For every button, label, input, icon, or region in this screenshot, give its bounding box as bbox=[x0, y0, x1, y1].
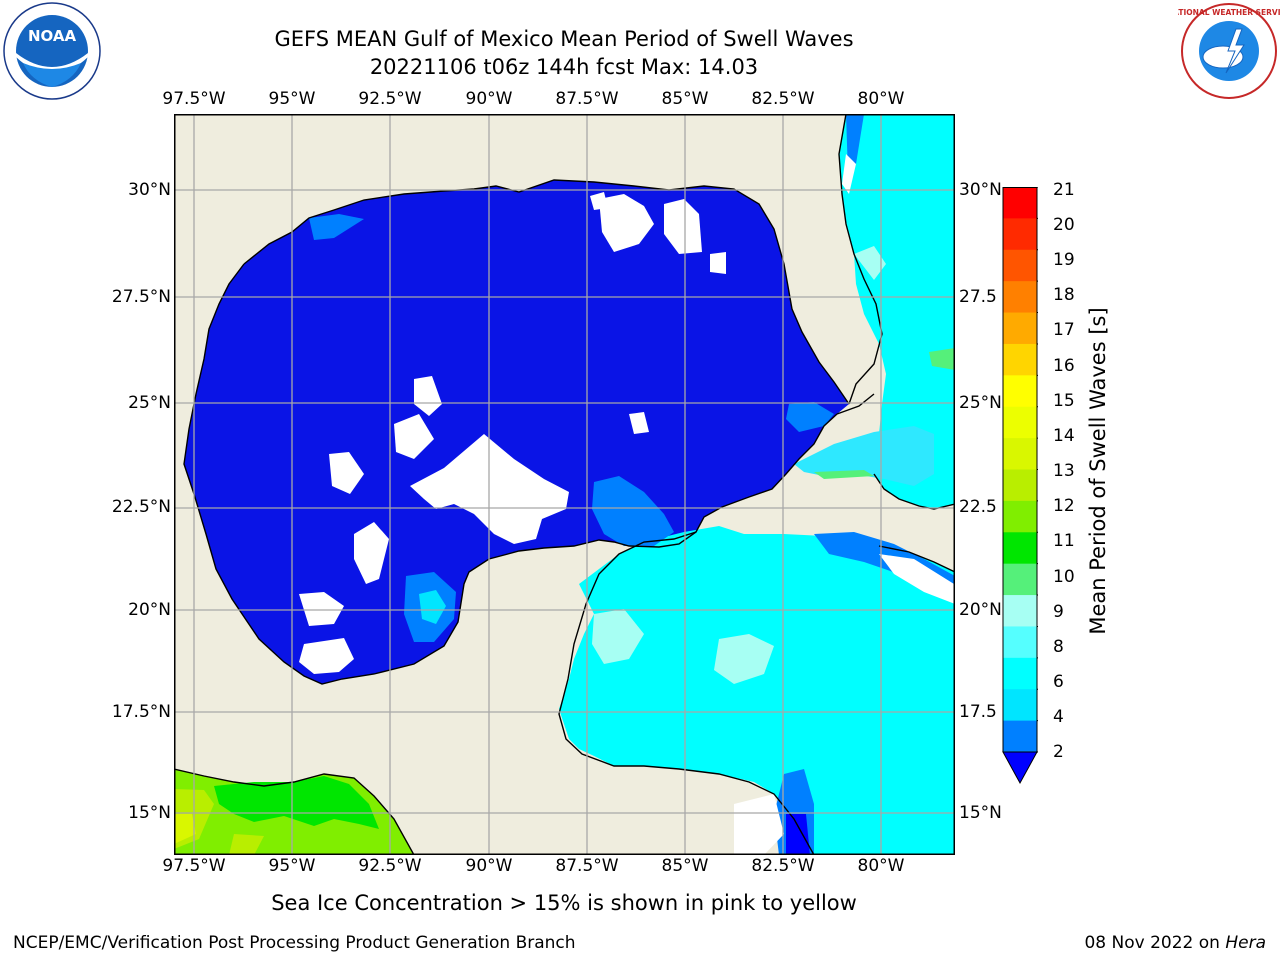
colorbar-tick: 8 bbox=[1053, 637, 1064, 657]
colorbar-tick: 17 bbox=[1053, 320, 1075, 340]
colorbar-tick: 2 bbox=[1053, 742, 1064, 762]
caribbean-sea bbox=[559, 526, 955, 855]
gulf-of-mexico bbox=[184, 180, 849, 684]
colorbar-tick: 19 bbox=[1053, 250, 1075, 270]
straits-of-florida bbox=[794, 426, 934, 486]
lon-label: 97.5°W bbox=[162, 89, 226, 109]
lat-label: 20°N bbox=[959, 600, 1002, 620]
colorbar-segment bbox=[1003, 249, 1037, 282]
lon-label: 85°W bbox=[661, 856, 709, 876]
nws-logo: NATIONAL WEATHER SERVICE bbox=[1167, 1, 1280, 105]
lon-label: 80°W bbox=[857, 89, 905, 109]
colorbar-segment bbox=[1003, 218, 1037, 251]
colorbar-segment bbox=[1003, 500, 1037, 533]
footer-credit: NCEP/EMC/Verification Post Processing Pr… bbox=[13, 933, 576, 953]
lon-label: 95°W bbox=[268, 856, 316, 876]
colorbar-title: Mean Period of Swell Waves [s] bbox=[1086, 307, 1110, 635]
lat-label: 15°N bbox=[128, 803, 171, 823]
colorbar-tick: 20 bbox=[1053, 215, 1075, 235]
lon-label: 82.5°W bbox=[751, 89, 815, 109]
colorbar-segment bbox=[1003, 720, 1037, 753]
colorbar-segment bbox=[1003, 563, 1037, 596]
lon-label: 82.5°W bbox=[751, 856, 815, 876]
lat-label: 30°N bbox=[959, 180, 1002, 200]
lon-label: 92.5°W bbox=[358, 856, 422, 876]
colorbar-tick: 16 bbox=[1053, 356, 1075, 376]
colorbar-tick: 4 bbox=[1053, 707, 1064, 727]
colorbar-tick: 15 bbox=[1053, 391, 1075, 411]
lat-label: 30°N bbox=[128, 180, 171, 200]
lon-label: 80°W bbox=[857, 856, 905, 876]
colorbar-tick: 14 bbox=[1053, 426, 1075, 446]
lon-label: 87.5°W bbox=[555, 89, 619, 109]
colorbar-tick: 6 bbox=[1053, 672, 1064, 692]
noaa-logo: NOAA bbox=[1, 1, 103, 105]
lon-label: 97.5°W bbox=[162, 856, 226, 876]
footer-date: 08 Nov 2022 on Hera bbox=[1084, 933, 1266, 953]
lon-label: 90°W bbox=[465, 89, 513, 109]
colorbar-segment bbox=[1003, 406, 1037, 439]
colorbar-tick: 12 bbox=[1053, 496, 1075, 516]
lon-label: 87.5°W bbox=[555, 856, 619, 876]
atlantic-ocean bbox=[839, 114, 955, 509]
colorbar-tick: 13 bbox=[1053, 461, 1075, 481]
colorbar-segment bbox=[1003, 187, 1037, 219]
colorbar-segment bbox=[1003, 281, 1037, 314]
colorbar-tick: 21 bbox=[1053, 180, 1075, 200]
svg-text:NATIONAL WEATHER SERVICE: NATIONAL WEATHER SERVICE bbox=[1178, 8, 1280, 17]
colorbar-tick: 10 bbox=[1053, 567, 1075, 587]
colorbar-segment bbox=[1003, 689, 1037, 722]
colorbar-segment bbox=[1003, 469, 1037, 502]
colorbar-extend-triangle bbox=[1002, 751, 1038, 785]
svg-text:NOAA: NOAA bbox=[28, 27, 77, 45]
lat-label: 15°N bbox=[959, 803, 1002, 823]
colorbar-segment bbox=[1003, 343, 1037, 376]
colorbar-segment bbox=[1003, 657, 1037, 690]
colorbar-segment bbox=[1003, 595, 1037, 627]
lat-label: 22.5°N bbox=[111, 497, 171, 517]
sea-ice-note: Sea Ice Concentration > 15% is shown in … bbox=[271, 891, 857, 915]
map-panel bbox=[174, 114, 955, 855]
colorbar-segment bbox=[1003, 532, 1037, 565]
map-title: GEFS MEAN Gulf of Mexico Mean Period of … bbox=[274, 27, 854, 51]
colorbar-segment bbox=[1003, 375, 1037, 408]
lon-label: 92.5°W bbox=[358, 89, 422, 109]
lat-label: 20°N bbox=[128, 600, 171, 620]
lon-label: 95°W bbox=[268, 89, 316, 109]
colorbar-segment bbox=[1003, 438, 1037, 470]
lat-label: 17.5°N bbox=[111, 702, 171, 722]
lat-label: 27.5 bbox=[959, 287, 997, 307]
colorbar-tick: 9 bbox=[1053, 602, 1064, 622]
colorbar bbox=[1002, 187, 1038, 785]
lat-label: 17.5 bbox=[959, 702, 997, 722]
lat-label: 25°N bbox=[959, 393, 1002, 413]
lat-label: 22.5 bbox=[959, 497, 997, 517]
lon-label: 85°W bbox=[661, 89, 709, 109]
colorbar-tick: 18 bbox=[1053, 285, 1075, 305]
lon-label: 90°W bbox=[465, 856, 513, 876]
lat-label: 27.5°N bbox=[111, 287, 171, 307]
colorbar-segment bbox=[1003, 312, 1037, 345]
colorbar-segment bbox=[1003, 626, 1037, 659]
lat-label: 25°N bbox=[128, 393, 171, 413]
colorbar-tick: 11 bbox=[1053, 531, 1075, 551]
map-subtitle: 20221106 t06z 144h fcst Max: 14.03 bbox=[369, 55, 759, 79]
